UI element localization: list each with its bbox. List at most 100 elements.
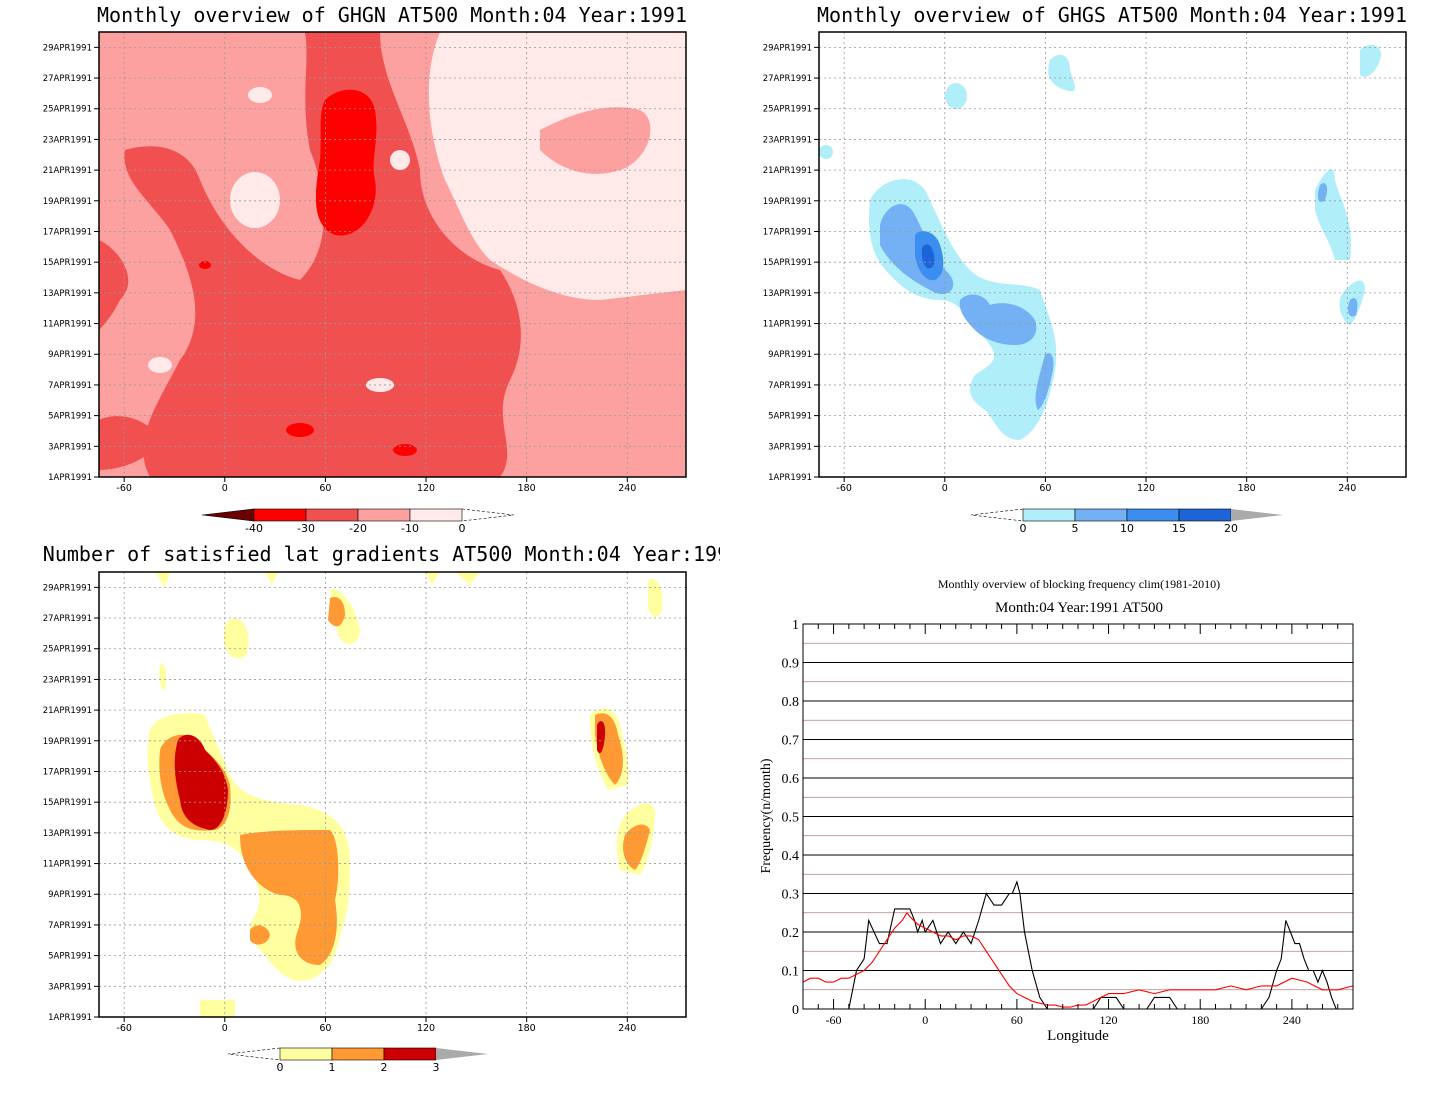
latgrad-ytick-label: 21APR1991 bbox=[43, 706, 92, 716]
latgrad-xtick-label: -60 bbox=[116, 1023, 132, 1034]
ghgn-colorbar-cell bbox=[253, 508, 307, 522]
ghgn-colorbar-label: -40 bbox=[245, 522, 263, 535]
latgrad-colorbar-label: 3 bbox=[433, 1061, 440, 1074]
ghgn-y-ticks: 1APR1991 3APR1991 5APR1991 7APR1991 9APR1991… bbox=[43, 43, 99, 483]
ghgn-ytick-label: 1APR1991 bbox=[48, 473, 92, 483]
ghgn-colorbar-cell bbox=[409, 508, 463, 522]
ghgn-xtick-label: -60 bbox=[116, 483, 132, 494]
ghgs-contour-light-6 bbox=[945, 83, 967, 109]
ghgs-colorbar-label: 5 bbox=[1072, 522, 1079, 535]
ghgs-plot-area: 1APR1991 3APR1991 5APR1991 7APR1991 9APR1991… bbox=[763, 31, 1407, 494]
ghgs-contour-light-4 bbox=[1048, 54, 1075, 92]
ghgs-x-ticks: -60 0 60 120 180 240 bbox=[836, 477, 1356, 494]
ghgs-contour-mid-5 bbox=[1347, 298, 1358, 317]
latgrad-ytick-label: 15APR1991 bbox=[43, 798, 92, 808]
ghgs-colorbar-cell bbox=[970, 508, 1024, 522]
latgrad-ytick-label: 3APR1991 bbox=[48, 982, 92, 992]
panel-ghgn: Monthly overview of GHGN AT500 Month:04 … bbox=[0, 0, 720, 545]
latgrad-x-ticks: -60 0 60 120 180 240 bbox=[116, 1017, 636, 1034]
ghgs-ytick-label: 13APR1991 bbox=[763, 289, 812, 299]
latgrad-contour-yellow-9 bbox=[155, 572, 170, 588]
latgrad-ytick-label: 29APR1991 bbox=[43, 583, 92, 593]
ghgs-contour-mid-4 bbox=[1317, 183, 1328, 202]
latgrad-frame bbox=[98, 571, 687, 1018]
latgrad-xtick-label: 60 bbox=[319, 1023, 331, 1034]
ghgn-contour-white-4 bbox=[390, 150, 410, 170]
ghgn-ytick-label: 27APR1991 bbox=[43, 74, 92, 84]
ghgn-colorbar-cell bbox=[201, 508, 255, 522]
ghgs-chart: Monthly overview of GHGS AT500 Month:04 … bbox=[763, 3, 1407, 535]
latgrad-ytick-label: 23APR1991 bbox=[43, 675, 92, 685]
blocking-ytick-label: 0.8 bbox=[782, 695, 800, 710]
blocking-title: Monthly overview of blocking frequency c… bbox=[938, 577, 1220, 591]
blocking-y-ticks: 0 0.1 0.2 0.3 0.4 0.5 0.6 0.7 0.8 0.9 1 bbox=[782, 618, 800, 1018]
ghgs-ytick-label: 21APR1991 bbox=[763, 166, 812, 176]
blocking-series-red bbox=[802, 911, 1354, 1008]
ghgs-contour-mid-3 bbox=[1035, 353, 1054, 410]
blocking-ytick-label: 0 bbox=[792, 1003, 799, 1018]
ghgn-ytick-label: 21APR1991 bbox=[43, 166, 92, 176]
latgrad-contour-orange-6 bbox=[328, 596, 345, 627]
ghgs-contour-mid-2 bbox=[959, 294, 1037, 345]
ghgn-ytick-label: 17APR1991 bbox=[43, 227, 92, 237]
latgrad-ytick-label: 1APR1991 bbox=[48, 1013, 92, 1023]
ghgn-xtick-label: 60 bbox=[319, 483, 331, 494]
blocking-chart: Monthly overview of blocking frequency c… bbox=[759, 577, 1354, 1044]
ghgn-ytick-label: 9APR1991 bbox=[48, 350, 92, 360]
ghgs-title: Monthly overview of GHGS AT500 Month:04 … bbox=[817, 3, 1407, 27]
latgrad-contour-yellow-10 bbox=[265, 572, 480, 585]
blocking-ytick-label: 0.2 bbox=[782, 926, 800, 941]
ghgs-colorbar: 0 5 10 15 20 bbox=[970, 508, 1283, 535]
ghgs-colorbar-label: 15 bbox=[1172, 522, 1186, 535]
latgrad-ytick-label: 5APR1991 bbox=[48, 952, 92, 962]
blocking-xtick-label: -60 bbox=[826, 1013, 842, 1027]
ghgs-ytick-label: 29APR1991 bbox=[763, 43, 812, 53]
ghgn-title: Monthly overview of GHGN AT500 Month:04 … bbox=[97, 3, 687, 27]
ghgs-frame bbox=[818, 31, 1407, 478]
latgrad-colorbar-cell bbox=[436, 1048, 488, 1060]
blocking-subtitle: Month:04 Year:1991 AT500 bbox=[995, 600, 1163, 616]
ghgn-ytick-label: 13APR1991 bbox=[43, 289, 92, 299]
ghgs-ytick-label: 7APR1991 bbox=[768, 381, 812, 391]
latgrad-contour-red bbox=[174, 734, 228, 830]
latgrad-colorbar-cell bbox=[383, 1047, 437, 1061]
ghgn-frame bbox=[98, 31, 687, 478]
latgrad-y-ticks: 1APR1991 3APR1991 5APR1991 7APR1991 9APR1991… bbox=[43, 583, 99, 1023]
latgrad-ytick-label: 25APR1991 bbox=[43, 645, 92, 655]
ghgn-ytick-label: 19APR1991 bbox=[43, 197, 92, 207]
ghgn-ytick-label: 23APR1991 bbox=[43, 135, 92, 145]
latgrad-ytick-label: 27APR1991 bbox=[43, 614, 92, 624]
latgrad-xtick-label: 0 bbox=[222, 1023, 228, 1034]
blocking-xtick-label: 0 bbox=[922, 1013, 928, 1027]
blocking-xlabel: Longitude bbox=[1047, 1028, 1109, 1044]
ghgn-ytick-label: 29APR1991 bbox=[43, 43, 92, 53]
ghgs-ytick-label: 1APR1991 bbox=[768, 473, 812, 483]
ghgn-colorbar-cell bbox=[357, 508, 411, 522]
ghgs-contour-light-7 bbox=[819, 145, 833, 159]
ghgn-contour-white-5 bbox=[248, 87, 272, 103]
blocking-ytick-label: 0.5 bbox=[782, 811, 800, 826]
latgrad-contour-red-2 bbox=[597, 721, 606, 754]
ghgn-plot-area: 1APR1991 3APR1991 5APR1991 7APR1991 9APR1991… bbox=[43, 31, 687, 494]
ghgn-ytick-label: 11APR1991 bbox=[43, 320, 92, 330]
ghgn-xtick-label: 120 bbox=[417, 483, 435, 494]
panel-ghgs: Monthly overview of GHGS AT500 Month:04 … bbox=[720, 0, 1440, 545]
ghgn-chart: Monthly overview of GHGN AT500 Month:04 … bbox=[43, 3, 687, 535]
ghgs-ytick-label: 25APR1991 bbox=[763, 105, 812, 115]
ghgn-xtick-label: 0 bbox=[222, 483, 228, 494]
ghgs-ytick-label: 19APR1991 bbox=[763, 197, 812, 207]
blocking-ylabel: Frequency(n/month) bbox=[759, 758, 774, 873]
ghgn-contour-strong-4 bbox=[199, 261, 211, 269]
latgrad-colorbar-cell bbox=[227, 1047, 281, 1061]
ghgs-xtick-label: 60 bbox=[1039, 483, 1051, 494]
latgrad-ytick-label: 19APR1991 bbox=[43, 737, 92, 747]
ghgn-colorbar-label: 0 bbox=[459, 522, 466, 535]
latgrad-ytick-label: 9APR1991 bbox=[48, 890, 92, 900]
blocking-xtick-label: 240 bbox=[1283, 1013, 1301, 1027]
latgrad-ytick-label: 11APR1991 bbox=[43, 860, 92, 870]
ghgs-colorbar-label: 0 bbox=[1020, 522, 1027, 535]
ghgs-xtick-label: -60 bbox=[836, 483, 852, 494]
ghgn-contour-strong-2 bbox=[286, 423, 314, 437]
latgrad-colorbar-cell bbox=[331, 1047, 385, 1061]
panel-blocking: Monthly overview of blocking frequency c… bbox=[720, 540, 1440, 1091]
